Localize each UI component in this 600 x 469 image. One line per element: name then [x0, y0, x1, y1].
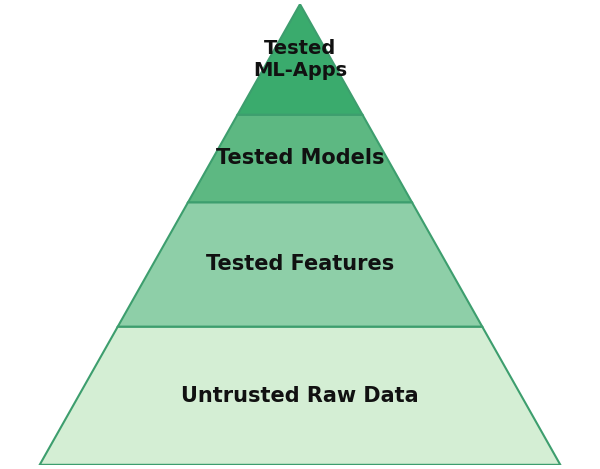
Text: Tested Features: Tested Features [206, 255, 394, 274]
Polygon shape [40, 326, 560, 465]
Text: Untrusted Raw Data: Untrusted Raw Data [181, 386, 419, 406]
Polygon shape [118, 202, 482, 326]
Polygon shape [188, 115, 412, 202]
Text: Tested
ML-Apps: Tested ML-Apps [253, 39, 347, 80]
Text: Tested Models: Tested Models [216, 149, 384, 168]
Polygon shape [238, 4, 362, 115]
